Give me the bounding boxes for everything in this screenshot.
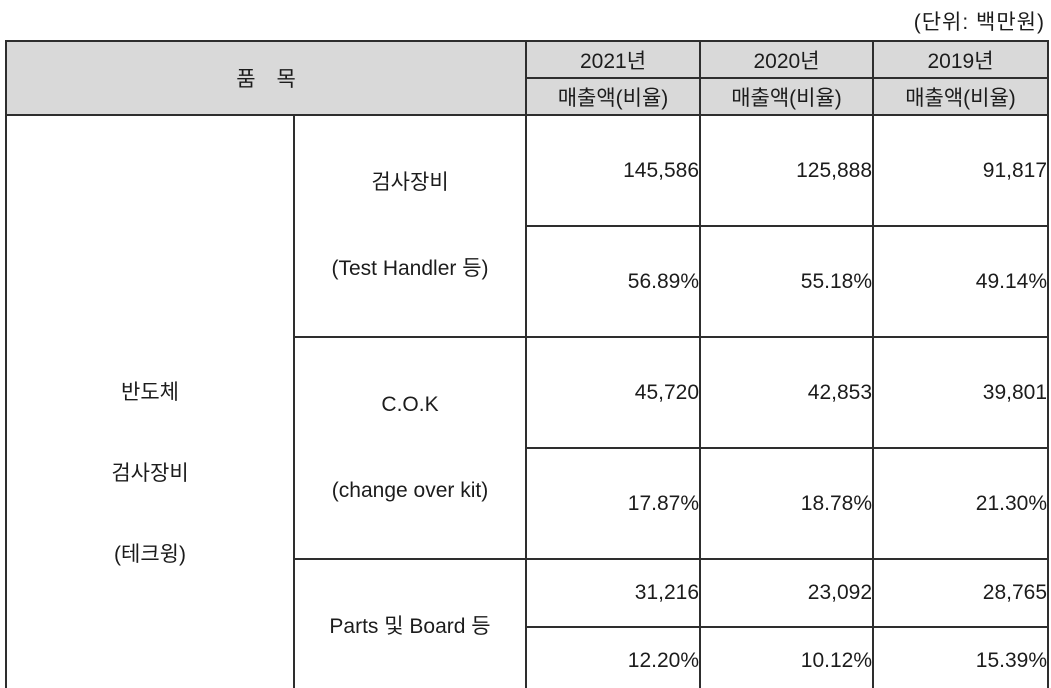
column-header-item: 품 목: [4, 40, 528, 116]
ratio-cell: 55.18%: [699, 225, 875, 338]
amount-cell: 45,720: [525, 336, 702, 449]
item-cell-test-handler: 검사장비 (Test Handler 등): [292, 114, 528, 338]
table-row: 56.89% 55.18% 49.14%: [6, 225, 1050, 338]
amount-cell: 39,801: [872, 336, 1050, 449]
header-row-years: 품 목 2021년 2020년 2019년: [4, 40, 1050, 116]
table-row: C.O.K (change over kit) 45,720 42,853 39…: [6, 336, 1050, 560]
amount-cell: 145,586: [525, 114, 702, 227]
amount-cell: 23,092: [699, 558, 875, 628]
amount-cell: 31,216: [525, 558, 702, 628]
column-header-year-2021: 2021년: [525, 40, 702, 79]
column-header-measure-2020: 매출액(비율): [699, 77, 875, 116]
unit-label: (단위: 백만원): [913, 11, 1045, 34]
ratio-cell: 15.39%: [872, 626, 1050, 688]
amount-cell: 125,888: [699, 114, 875, 227]
amount-cell: 42,853: [699, 336, 875, 449]
category-cell-semiconductor: 반도체 검사장비 (테크윙): [5, 114, 295, 688]
ratio-cell: 12.20%: [525, 626, 702, 688]
ratio-cell: 17.87%: [525, 447, 702, 560]
table-row: Parts 및 Board 등 31,216 23,092 28,765: [6, 558, 1050, 688]
table-row: 17.87% 18.78% 21.30%: [6, 447, 1050, 560]
ratio-cell: 49.14%: [872, 225, 1050, 338]
item-cell-cok: C.O.K (change over kit): [292, 336, 528, 560]
column-header-year-2019: 2019년: [872, 40, 1050, 79]
ratio-cell: 10.12%: [699, 626, 875, 688]
sales-by-item-table: 품 목 2021년 2020년 2019년 매출액(비율) 매출액(비율) 매출…: [4, 40, 1050, 688]
column-header-year-2020: 2020년: [699, 40, 875, 79]
amount-cell: 91,817: [872, 114, 1050, 227]
ratio-cell: 18.78%: [699, 447, 875, 560]
table-row: 반도체 검사장비 (테크윙) 검사장비 (Test Handler 등) 145…: [5, 114, 1050, 688]
amount-cell: 28,765: [872, 558, 1050, 628]
table-row: 12.20% 10.12% 15.39%: [6, 626, 1050, 688]
item-cell-parts-board: Parts 및 Board 등: [292, 558, 528, 688]
column-header-measure-2019: 매출액(비율): [872, 77, 1050, 116]
ratio-cell: 56.89%: [525, 225, 702, 338]
column-header-measure-2021: 매출액(비율): [525, 77, 702, 116]
header-row-measure: 매출액(비율) 매출액(비율) 매출액(비율): [6, 77, 1050, 116]
ratio-cell: 21.30%: [872, 447, 1050, 560]
